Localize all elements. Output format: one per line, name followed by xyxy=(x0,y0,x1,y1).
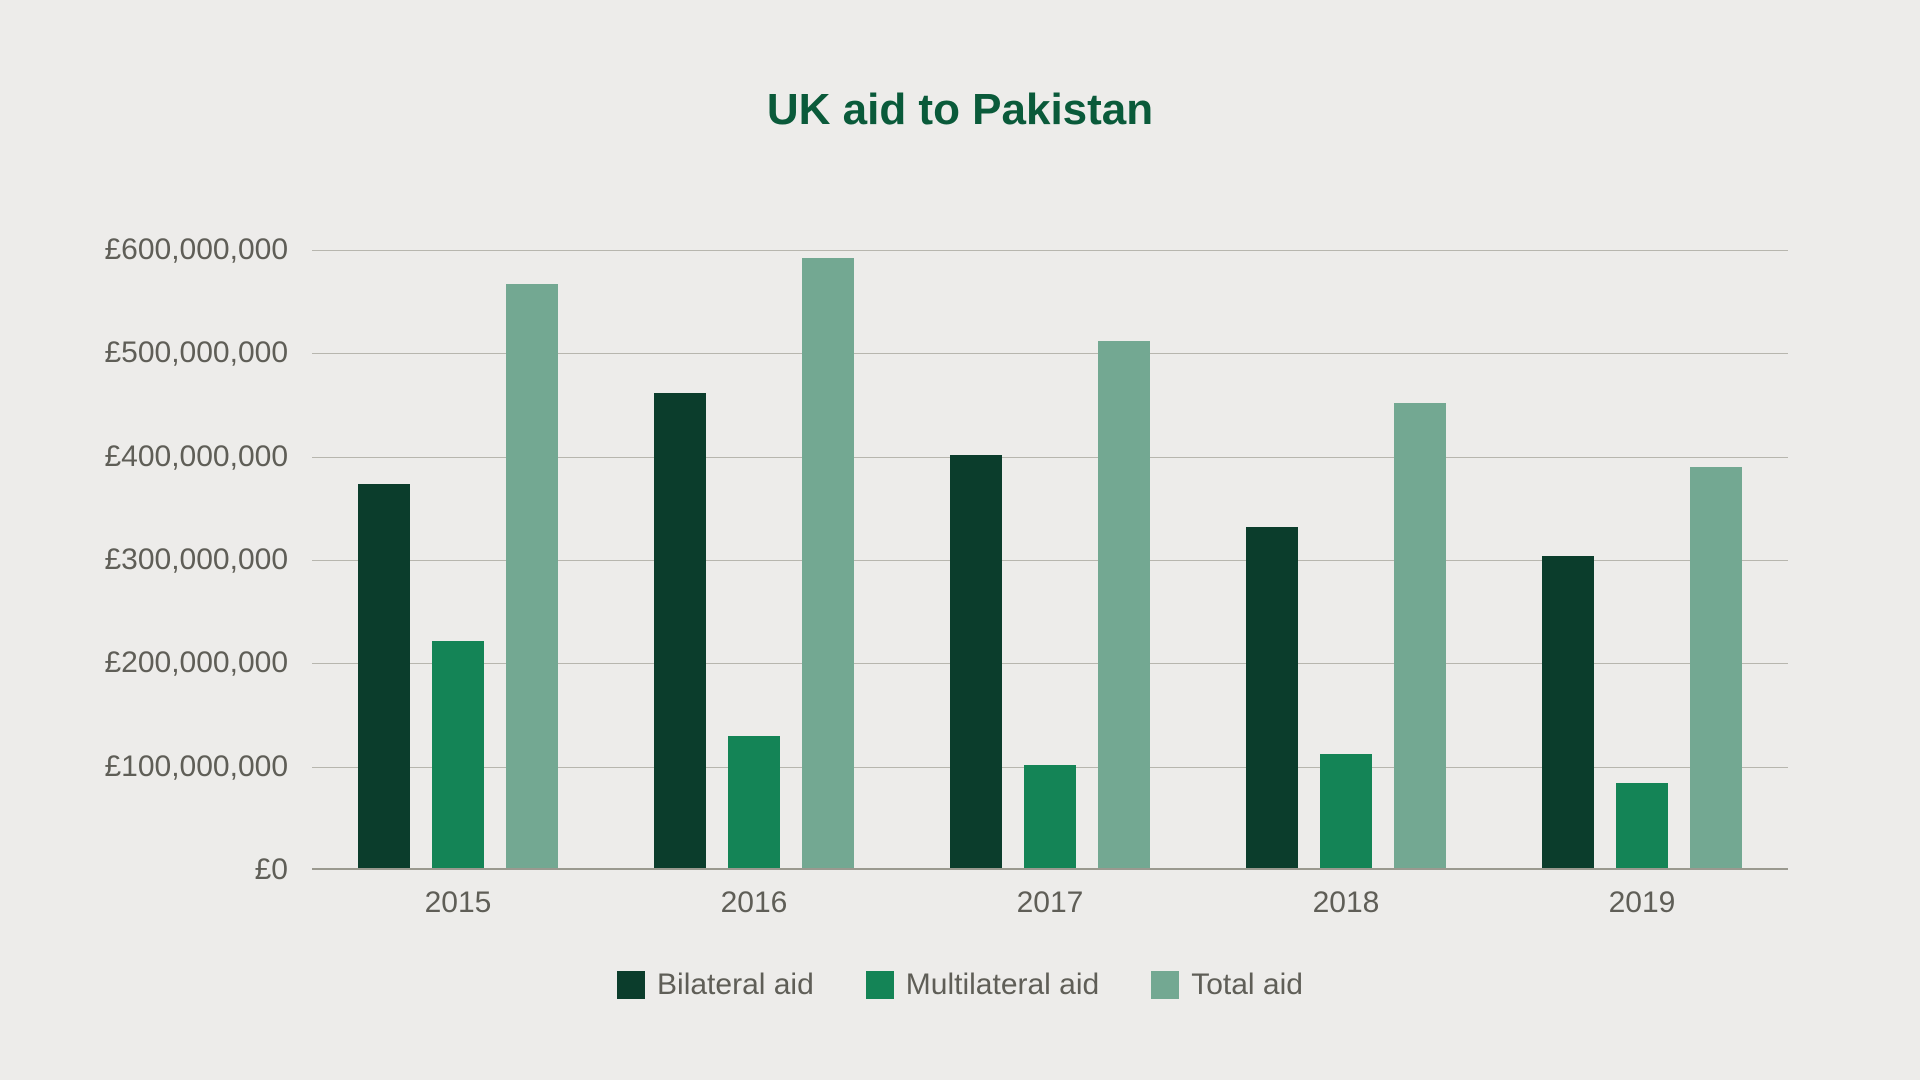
y-axis-label: £300,000,000 xyxy=(104,543,288,577)
legend-swatch xyxy=(1151,971,1179,999)
y-axis-label: £400,000,000 xyxy=(104,440,288,474)
legend-item: Total aid xyxy=(1151,968,1303,1002)
x-axis-label: 2017 xyxy=(1017,886,1084,920)
legend-label: Total aid xyxy=(1191,968,1303,1002)
bar xyxy=(1690,467,1742,868)
bar xyxy=(506,284,558,868)
legend-item: Multilateral aid xyxy=(866,968,1099,1002)
bar xyxy=(1542,556,1594,868)
legend-item: Bilateral aid xyxy=(617,968,814,1002)
bar xyxy=(1246,527,1298,868)
bar xyxy=(1394,403,1446,868)
bar xyxy=(950,455,1002,868)
y-axis-label: £500,000,000 xyxy=(104,336,288,370)
legend-label: Multilateral aid xyxy=(906,968,1099,1002)
bar xyxy=(654,393,706,868)
legend: Bilateral aid Multilateral aid Total aid xyxy=(0,968,1920,1007)
bar xyxy=(1616,783,1668,868)
x-axis-label: 2015 xyxy=(425,886,492,920)
plot-area: £0£100,000,000£200,000,000£300,000,000£4… xyxy=(312,250,1788,870)
y-axis-label: £200,000,000 xyxy=(104,646,288,680)
y-axis-label: £100,000,000 xyxy=(104,750,288,784)
legend-swatch xyxy=(866,971,894,999)
chart-title: UK aid to Pakistan xyxy=(0,85,1920,135)
y-axis-label: £600,000,000 xyxy=(104,233,288,267)
x-axis-label: 2018 xyxy=(1313,886,1380,920)
y-axis-label: £0 xyxy=(255,853,288,887)
x-axis-label: 2016 xyxy=(721,886,788,920)
x-axis-label: 2019 xyxy=(1609,886,1676,920)
legend-swatch xyxy=(617,971,645,999)
bar xyxy=(1024,765,1076,868)
legend-label: Bilateral aid xyxy=(657,968,814,1002)
gridline xyxy=(312,250,1788,251)
bar xyxy=(1320,754,1372,868)
bar xyxy=(432,641,484,868)
bar xyxy=(1098,341,1150,868)
bar xyxy=(728,736,780,868)
bar xyxy=(358,484,410,868)
bar xyxy=(802,258,854,868)
